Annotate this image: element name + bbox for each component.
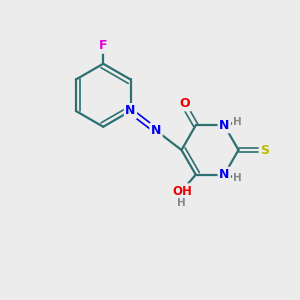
Text: H: H [177, 198, 186, 208]
Text: H: H [233, 173, 242, 183]
Text: F: F [99, 39, 107, 52]
Text: OH: OH [172, 185, 192, 198]
Text: S: S [260, 143, 269, 157]
Text: N: N [219, 119, 230, 132]
Text: H: H [233, 117, 242, 127]
Text: N: N [219, 168, 230, 181]
Text: O: O [179, 97, 190, 110]
Text: N: N [151, 124, 161, 137]
Text: N: N [125, 104, 136, 118]
